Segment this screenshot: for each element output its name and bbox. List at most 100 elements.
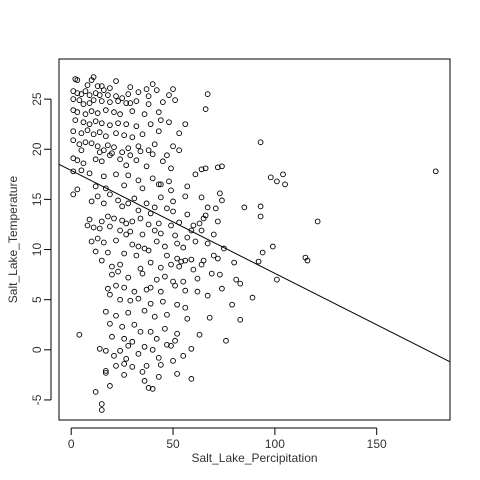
data-point: [96, 345, 103, 352]
data-point: [196, 331, 203, 338]
data-point: [168, 222, 174, 229]
data-point: [166, 92, 172, 98]
data-point: [78, 130, 85, 137]
data-point: [194, 288, 201, 295]
data-point: [143, 86, 150, 92]
data-point: [137, 328, 144, 335]
data-point: [141, 343, 148, 350]
data-point: [119, 95, 125, 101]
data-point: [98, 257, 105, 264]
data-point: [86, 121, 93, 128]
data-point: [121, 372, 128, 378]
data-point: [174, 240, 180, 247]
data-point: [107, 99, 113, 105]
data-point: [208, 270, 215, 277]
data-point: [178, 258, 185, 265]
data-point: [237, 280, 244, 287]
data-point: [139, 185, 146, 192]
data-point: [176, 263, 183, 270]
data-point: [107, 291, 113, 298]
data-point: [115, 268, 121, 275]
data-point: [117, 261, 123, 268]
data-point: [92, 389, 99, 395]
data-point: [86, 92, 93, 98]
data-point: [166, 119, 172, 126]
data-point: [129, 108, 136, 114]
y-tick-label: 0: [30, 346, 44, 353]
data-point: [259, 249, 266, 256]
data-point: [72, 117, 79, 124]
data-point: [133, 123, 140, 130]
data-point: [151, 204, 158, 211]
data-point: [119, 203, 125, 210]
y-tick-label: 15: [30, 192, 44, 206]
data-point: [147, 328, 154, 335]
data-point: [102, 185, 109, 192]
x-tick-label: 50: [166, 437, 180, 451]
data-point: [98, 401, 105, 407]
data-point: [84, 222, 91, 229]
data-point: [194, 275, 201, 282]
data-point: [176, 147, 183, 154]
data-point: [155, 354, 162, 361]
data-point: [255, 258, 262, 265]
data-point: [123, 231, 130, 238]
data-point: [202, 165, 209, 172]
data-point: [105, 92, 111, 98]
data-point: [145, 93, 152, 99]
data-point: [94, 83, 101, 89]
data-point: [109, 333, 115, 340]
data-point: [168, 187, 174, 194]
y-axis-title: Salt_Lake_Temperature: [6, 175, 20, 303]
data-point: [113, 282, 119, 289]
data-point: [100, 239, 107, 246]
data-point: [125, 91, 132, 97]
data-point: [117, 111, 123, 118]
data-point: [135, 89, 142, 95]
data-point: [125, 172, 132, 179]
data-point: [168, 165, 174, 172]
data-point: [125, 274, 132, 281]
data-point: [164, 252, 170, 259]
data-point: [172, 232, 178, 239]
data-point: [121, 335, 128, 342]
data-point: [143, 363, 150, 369]
data-point: [143, 200, 150, 207]
data-point: [80, 101, 87, 107]
data-point: [123, 121, 130, 128]
data-point: [100, 87, 107, 93]
data-point: [90, 74, 97, 80]
data-point: [135, 177, 142, 184]
data-point: [184, 315, 191, 322]
data-point: [133, 252, 140, 259]
data-point: [102, 347, 109, 354]
data-point: [153, 238, 160, 245]
data-point: [274, 178, 280, 185]
data-point: [123, 220, 130, 227]
data-point: [164, 341, 170, 348]
data-point: [121, 250, 128, 257]
data-point: [170, 208, 176, 215]
data-point: [131, 195, 138, 202]
data-point: [192, 238, 199, 245]
data-point: [121, 132, 128, 139]
data-point: [214, 164, 221, 171]
data-point: [105, 285, 111, 292]
data-point: [70, 137, 77, 144]
y-tick-label: 10: [30, 243, 44, 257]
data-point: [190, 266, 197, 273]
data-point: [139, 231, 146, 238]
data-point: [111, 144, 117, 151]
data-point: [88, 140, 95, 147]
data-point: [70, 96, 77, 102]
data-point: [200, 215, 207, 222]
data-point: [84, 127, 91, 134]
data-point: [149, 346, 156, 353]
data-point: [147, 121, 154, 128]
data-point: [188, 345, 195, 352]
data-point: [113, 93, 119, 99]
data-point: [100, 147, 107, 154]
data-point: [96, 225, 103, 232]
data-point: [149, 175, 156, 182]
data-point: [157, 264, 164, 271]
